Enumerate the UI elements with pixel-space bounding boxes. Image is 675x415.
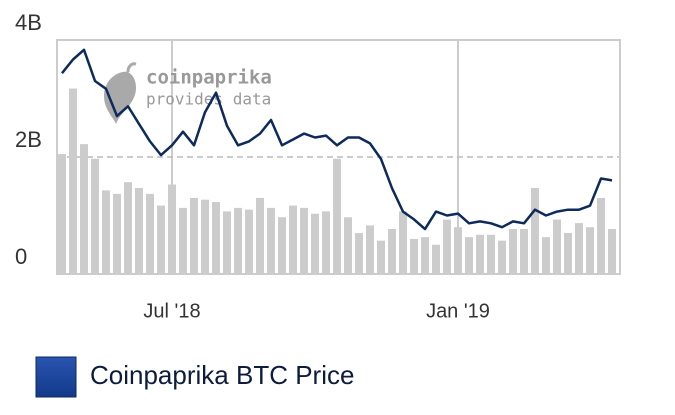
- volume-bar: [608, 228, 616, 274]
- volume-bar: [212, 202, 220, 274]
- watermark-title: coinpaprika: [146, 67, 272, 89]
- volume-bar: [80, 144, 88, 274]
- volume-bar: [454, 227, 462, 274]
- volume-bar: [278, 217, 286, 274]
- volume-bar: [509, 228, 517, 274]
- volume-bar: [113, 193, 121, 274]
- volume-bar: [201, 199, 209, 274]
- legend-swatch: [35, 356, 77, 398]
- y-tick-label: 0: [15, 244, 27, 269]
- volume-bar: [575, 223, 583, 274]
- x-tick-label: Jul '18: [143, 300, 200, 322]
- volume-bar: [553, 219, 561, 274]
- watermark: coinpaprika provides data: [104, 62, 272, 124]
- volume-bar: [465, 237, 473, 274]
- volume-bar: [476, 234, 484, 274]
- volume-bar: [146, 193, 154, 274]
- watermark-icon: [104, 71, 136, 124]
- volume-bar: [289, 205, 297, 274]
- volume-bar: [520, 228, 528, 274]
- volume-bar: [531, 188, 539, 274]
- bar-layer: [58, 88, 616, 275]
- volume-bar: [234, 207, 242, 274]
- legend-label: Coinpaprika BTC Price: [90, 360, 354, 390]
- volume-bar: [586, 227, 594, 274]
- label-layer: 0 2B 4B Jul '18 Jan '19 Coinpaprika BTC Price: [15, 10, 490, 398]
- volume-bar: [223, 211, 231, 274]
- volume-bar: [245, 209, 253, 274]
- volume-bar: [179, 207, 187, 274]
- x-tick-label: Jan '19: [426, 300, 490, 322]
- volume-bar: [399, 211, 407, 274]
- volume-bar: [410, 238, 418, 274]
- volume-bar: [102, 190, 110, 274]
- volume-bar: [124, 182, 132, 274]
- watermark-stem: [126, 62, 137, 73]
- volume-bar: [421, 237, 429, 274]
- volume-bar: [355, 233, 363, 274]
- volume-bar: [256, 197, 264, 274]
- volume-bar: [597, 197, 605, 274]
- volume-bar: [135, 188, 143, 274]
- volume-bar: [498, 240, 506, 274]
- volume-bar: [91, 158, 99, 274]
- line-layer: [61, 48, 613, 231]
- watermark-subtitle: provides data: [146, 90, 271, 109]
- volume-bar: [157, 205, 165, 274]
- volume-bar: [267, 207, 275, 274]
- volume-bar: [564, 233, 572, 274]
- volume-bar: [333, 158, 341, 274]
- volume-bar: [300, 207, 308, 274]
- volume-bar: [388, 228, 396, 274]
- volume-bar: [487, 234, 495, 274]
- volume-bar: [190, 197, 198, 274]
- volume-bar: [322, 211, 330, 274]
- y-tick-label: 2B: [15, 127, 42, 152]
- price-line: [61, 48, 613, 231]
- volume-bar: [311, 213, 319, 274]
- volume-bar: [443, 219, 451, 274]
- volume-bar: [168, 184, 176, 274]
- volume-bar: [366, 225, 374, 274]
- volume-bar: [69, 88, 77, 275]
- volume-bar: [58, 154, 66, 274]
- volume-bar: [432, 244, 440, 274]
- y-tick-label: 4B: [15, 10, 42, 35]
- volume-bar: [377, 240, 385, 274]
- volume-bar: [344, 217, 352, 274]
- volume-bar: [542, 237, 550, 274]
